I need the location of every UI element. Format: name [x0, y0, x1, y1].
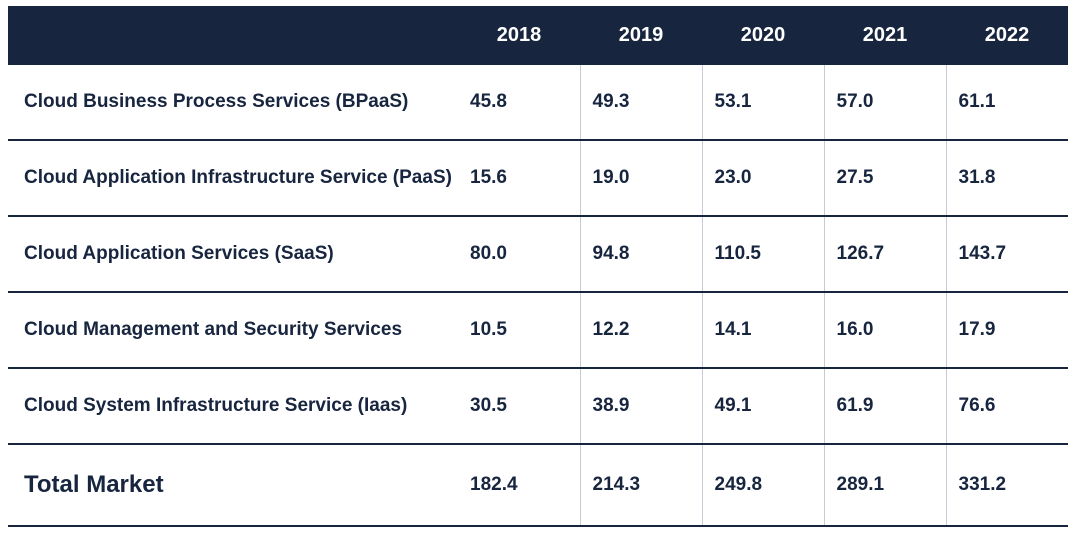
cell: 45.8 [458, 65, 580, 140]
cell: 14.1 [702, 292, 824, 368]
col-header: 2018 [458, 6, 580, 65]
cell: 38.9 [580, 368, 702, 444]
table-header: 2018 2019 2020 2021 2022 [8, 6, 1068, 65]
cell: 61.1 [946, 65, 1068, 140]
cell: 110.5 [702, 216, 824, 292]
cell: 27.5 [824, 140, 946, 216]
table-container: 2018 2019 2020 2021 2022 Cloud Business … [0, 0, 1076, 533]
cell: 23.0 [702, 140, 824, 216]
cell: 19.0 [580, 140, 702, 216]
table-row: Cloud Application Services (SaaS) 80.0 9… [8, 216, 1068, 292]
table-row: Cloud System Infrastructure Service (Iaa… [8, 368, 1068, 444]
cell: 49.1 [702, 368, 824, 444]
cell: 12.2 [580, 292, 702, 368]
total-label: Total Market [8, 444, 458, 526]
total-row: Total Market 182.4 214.3 249.8 289.1 331… [8, 444, 1068, 526]
total-cell: 182.4 [458, 444, 580, 526]
total-cell: 214.3 [580, 444, 702, 526]
cell: 15.6 [458, 140, 580, 216]
col-header: 2022 [946, 6, 1068, 65]
header-blank [8, 6, 458, 65]
cell: 61.9 [824, 368, 946, 444]
col-header: 2021 [824, 6, 946, 65]
col-header: 2019 [580, 6, 702, 65]
table-row: Cloud Application Infrastructure Service… [8, 140, 1068, 216]
table-row: Cloud Management and Security Services 1… [8, 292, 1068, 368]
row-label: Cloud System Infrastructure Service (Iaa… [8, 368, 458, 444]
total-cell: 331.2 [946, 444, 1068, 526]
row-label: Cloud Application Infrastructure Service… [8, 140, 458, 216]
cell: 126.7 [824, 216, 946, 292]
table-body: Cloud Business Process Services (BPaaS) … [8, 65, 1068, 526]
cell: 49.3 [580, 65, 702, 140]
cell: 143.7 [946, 216, 1068, 292]
row-label: Cloud Application Services (SaaS) [8, 216, 458, 292]
cell: 53.1 [702, 65, 824, 140]
table-row: Cloud Business Process Services (BPaaS) … [8, 65, 1068, 140]
cell: 57.0 [824, 65, 946, 140]
cell: 94.8 [580, 216, 702, 292]
total-cell: 289.1 [824, 444, 946, 526]
cell: 76.6 [946, 368, 1068, 444]
total-cell: 249.8 [702, 444, 824, 526]
cloud-market-table: 2018 2019 2020 2021 2022 Cloud Business … [8, 6, 1068, 527]
header-row: 2018 2019 2020 2021 2022 [8, 6, 1068, 65]
cell: 80.0 [458, 216, 580, 292]
col-header: 2020 [702, 6, 824, 65]
cell: 31.8 [946, 140, 1068, 216]
cell: 17.9 [946, 292, 1068, 368]
cell: 10.5 [458, 292, 580, 368]
cell: 16.0 [824, 292, 946, 368]
row-label: Cloud Business Process Services (BPaaS) [8, 65, 458, 140]
row-label: Cloud Management and Security Services [8, 292, 458, 368]
cell: 30.5 [458, 368, 580, 444]
